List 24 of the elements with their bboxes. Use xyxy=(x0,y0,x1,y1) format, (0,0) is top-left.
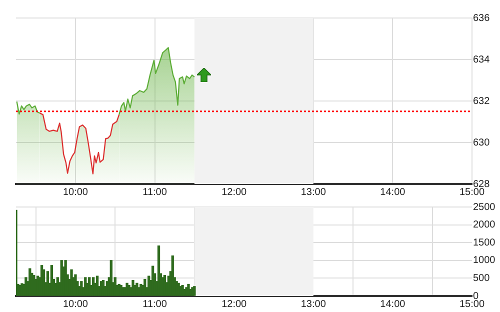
x-tick-label: 13:00 xyxy=(300,298,326,310)
x-tick-label: 14:00 xyxy=(380,298,406,310)
x-tick-label: 11:00 xyxy=(142,298,168,310)
x-tick-label: 14:00 xyxy=(380,186,406,198)
x-tick-label: 10:00 xyxy=(62,298,88,310)
bar xyxy=(80,281,83,296)
bar xyxy=(187,284,190,296)
y-tick-label: 630 xyxy=(473,137,490,148)
x-tick-label: 10:00 xyxy=(62,186,88,198)
y-tick-label: 636 xyxy=(473,12,490,24)
y-tick-label: 2500 xyxy=(473,202,496,213)
y-tick-label: 632 xyxy=(473,96,490,107)
x-tick-label: 11:00 xyxy=(142,186,168,198)
y-tick-label: 500 xyxy=(473,272,490,284)
y-tick-label: 2000 xyxy=(473,220,496,231)
x-tick-label: 12:00 xyxy=(222,186,248,198)
bar xyxy=(64,260,67,296)
x-tick-label: 12:00 xyxy=(222,298,248,310)
y-tick-label: 1000 xyxy=(473,255,496,266)
x-tick-label: 15:00 xyxy=(459,186,485,198)
y-tick-label: 1500 xyxy=(473,237,496,248)
x-tick-label: 13:00 xyxy=(300,186,326,198)
x-tick-label: 15:00 xyxy=(459,298,485,310)
y-tick-label: 634 xyxy=(473,54,490,66)
